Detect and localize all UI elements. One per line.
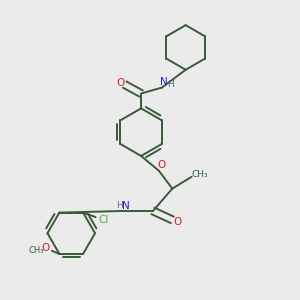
Text: O: O bbox=[116, 78, 125, 88]
Text: Cl: Cl bbox=[99, 215, 109, 225]
Text: O: O bbox=[41, 243, 50, 253]
Text: O: O bbox=[158, 160, 166, 170]
Text: CH₃: CH₃ bbox=[192, 170, 208, 179]
Text: H: H bbox=[116, 201, 123, 210]
Text: CH₃: CH₃ bbox=[29, 246, 44, 255]
Text: O: O bbox=[173, 217, 181, 226]
Text: H: H bbox=[167, 80, 174, 89]
Text: N: N bbox=[122, 201, 130, 211]
Text: N: N bbox=[160, 77, 168, 87]
